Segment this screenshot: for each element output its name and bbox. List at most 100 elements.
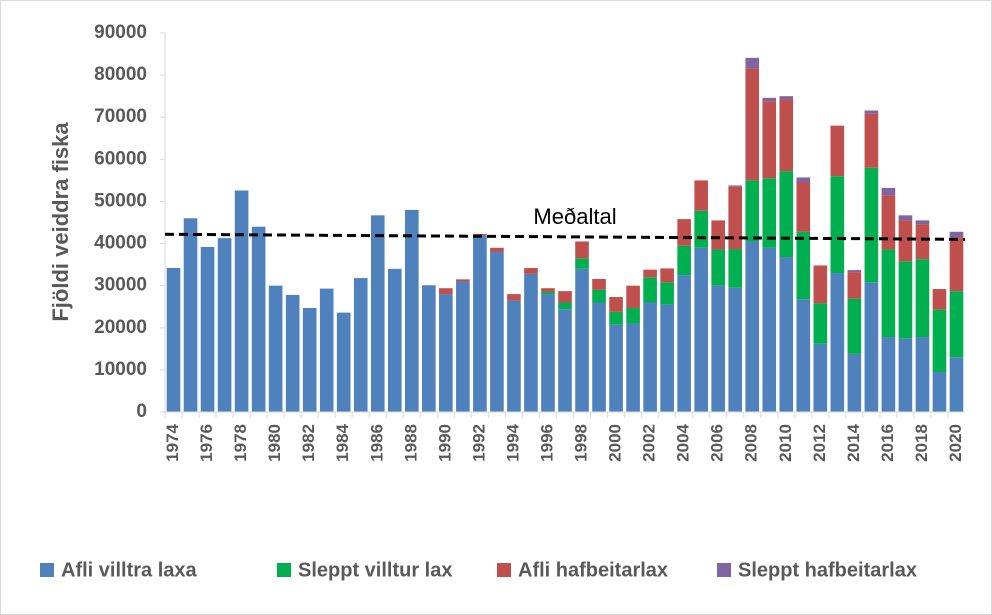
bar-segment <box>830 273 845 412</box>
bar-segment <box>405 209 419 412</box>
bar-segment <box>779 257 794 412</box>
bar-segment <box>779 99 794 172</box>
bar-segment <box>524 267 538 274</box>
bar-segment <box>898 338 913 412</box>
bar-segment <box>847 270 862 273</box>
bar-segment <box>541 288 555 292</box>
bar-segment <box>166 267 181 412</box>
bar-segment <box>915 337 930 412</box>
bar-segment <box>728 249 743 288</box>
bar-segment <box>422 285 436 412</box>
bar-segment <box>200 246 215 412</box>
y-tick-label: 0 <box>136 401 147 422</box>
bar-segment <box>728 186 743 250</box>
bar-segment <box>864 113 879 168</box>
bar-segment <box>575 268 589 412</box>
bar-segment <box>609 324 623 412</box>
bar-segment <box>439 294 453 412</box>
bar-segment <box>898 220 913 262</box>
bar-segment <box>813 343 828 412</box>
bar-segment <box>319 288 334 412</box>
bar-segment <box>524 273 538 412</box>
x-tick-label: 1978 <box>231 424 250 462</box>
y-tick-label: 20000 <box>94 317 147 338</box>
mean-line-label: Meðaltal <box>533 204 616 229</box>
bar-segment <box>626 323 640 412</box>
x-tick-label: 1976 <box>197 424 216 462</box>
bar-segment <box>473 235 487 412</box>
bar-segment <box>762 97 777 102</box>
bar-segment <box>830 125 845 177</box>
bar-segment <box>796 182 811 232</box>
y-tick-label: 10000 <box>94 359 147 380</box>
x-tick-label: 1980 <box>265 424 284 462</box>
x-tick-label: 1992 <box>469 424 488 462</box>
legend-label: Afli villtra laxa <box>61 559 197 581</box>
bar-segment <box>234 190 249 412</box>
legend-swatch <box>497 563 511 577</box>
y-tick-label: 30000 <box>94 275 147 296</box>
bar-segment <box>183 218 198 412</box>
bar-segment <box>660 268 674 283</box>
y-tick-label: 90000 <box>94 22 147 43</box>
y-axis-label: Fjöldi veiddra fiska <box>48 122 73 322</box>
bar-segment <box>626 285 640 308</box>
x-tick-label: 2002 <box>640 424 659 462</box>
bar-segment <box>745 180 760 242</box>
y-tick-label: 50000 <box>94 190 147 211</box>
x-tick-label: 1998 <box>572 424 591 462</box>
bar-segment <box>796 231 811 300</box>
legend-label: Sleppt hafbeitarlax <box>738 559 917 581</box>
x-tick-label: 1988 <box>401 424 420 462</box>
bar-segment <box>813 265 828 304</box>
bar-segment <box>609 311 623 325</box>
x-tick-label: 2020 <box>946 424 965 462</box>
x-tick-label: 2012 <box>810 424 829 462</box>
bar-segment <box>762 247 777 412</box>
bar-segment <box>711 220 725 250</box>
x-tick-label: 1994 <box>503 423 522 461</box>
bar-segment <box>558 302 572 310</box>
bar-segment <box>336 312 351 412</box>
y-tick-label: 60000 <box>94 148 147 169</box>
bar-segment <box>217 238 232 412</box>
bar-segment <box>745 68 760 181</box>
x-tick-label: 1986 <box>367 424 386 462</box>
bar-segment <box>711 249 725 286</box>
bar-segment <box>592 302 606 412</box>
x-tick-label: 2000 <box>606 424 625 462</box>
bar-segment <box>473 233 487 236</box>
bar-segment <box>949 231 964 238</box>
mean-line <box>164 232 966 241</box>
bar-segment <box>915 224 930 260</box>
bar-segment <box>694 180 708 211</box>
x-tick-label: 2004 <box>674 423 693 461</box>
x-tick-label: 2014 <box>844 423 863 461</box>
bar-segment <box>949 357 964 412</box>
bar-segment <box>677 219 691 246</box>
bar-segment <box>439 288 453 295</box>
bar-segment <box>949 237 964 292</box>
bar-segment <box>626 307 640 324</box>
bar-segment <box>847 272 862 299</box>
bar-segment <box>558 291 572 303</box>
bar-segment <box>728 185 743 187</box>
bar-segment <box>881 195 896 250</box>
bar-segment <box>285 294 300 412</box>
bar-segment <box>745 57 760 69</box>
bar-segment <box>592 289 606 303</box>
x-tick-label: 1982 <box>299 424 318 462</box>
bar-segment <box>915 220 930 225</box>
bar-segment <box>643 277 657 303</box>
bar-segment <box>881 187 896 196</box>
bar-segment <box>575 241 589 259</box>
bar-segment <box>490 251 504 412</box>
x-tick-label: 1974 <box>163 423 182 461</box>
bar-segment <box>864 282 879 412</box>
x-tick-label: 2016 <box>878 424 897 462</box>
bar-segment <box>387 268 402 412</box>
bar-segment <box>762 178 777 248</box>
bar-segment <box>609 297 623 312</box>
x-tick-label: 2018 <box>912 424 931 462</box>
